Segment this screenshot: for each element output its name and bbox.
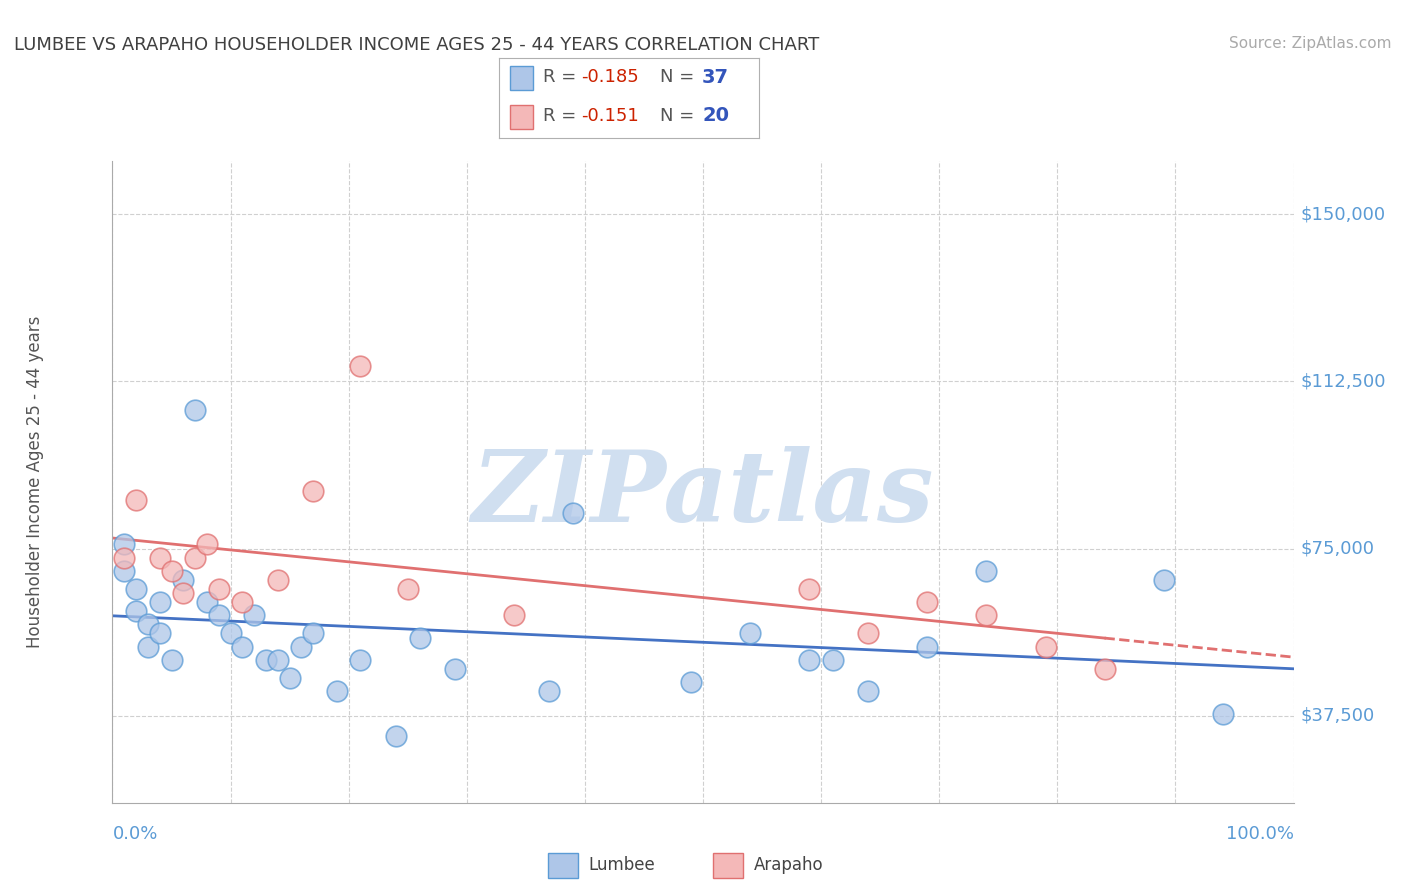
Text: Source: ZipAtlas.com: Source: ZipAtlas.com xyxy=(1229,36,1392,51)
Text: $37,500: $37,500 xyxy=(1301,706,1375,725)
Point xyxy=(184,403,207,417)
Point xyxy=(326,684,349,698)
Point xyxy=(172,573,194,587)
Point xyxy=(208,582,231,596)
Point xyxy=(184,550,207,565)
Point xyxy=(208,608,231,623)
Text: 100.0%: 100.0% xyxy=(1226,825,1294,843)
Point xyxy=(503,608,526,623)
Point xyxy=(112,564,135,578)
Bar xyxy=(509,66,533,90)
Text: 37: 37 xyxy=(702,68,730,87)
Point xyxy=(136,640,159,654)
Point xyxy=(219,626,242,640)
Point xyxy=(917,640,939,654)
Point xyxy=(160,653,183,667)
Point xyxy=(396,582,419,596)
Text: 0.0%: 0.0% xyxy=(112,825,157,843)
Point xyxy=(278,671,301,685)
Point xyxy=(349,359,371,373)
Point xyxy=(125,604,148,618)
Text: R =: R = xyxy=(543,69,582,87)
Point xyxy=(112,550,135,565)
Point xyxy=(267,573,290,587)
Bar xyxy=(548,854,578,878)
Point xyxy=(408,631,430,645)
Point xyxy=(821,653,844,667)
Text: Arapaho: Arapaho xyxy=(754,856,824,874)
Point xyxy=(136,617,159,632)
Point xyxy=(976,564,998,578)
Point xyxy=(125,492,148,507)
Text: -0.185: -0.185 xyxy=(581,69,638,87)
Point xyxy=(125,582,148,596)
Text: ZIPatlas: ZIPatlas xyxy=(472,446,934,542)
Point xyxy=(290,640,312,654)
Text: Householder Income Ages 25 - 44 years: Householder Income Ages 25 - 44 years xyxy=(27,316,44,648)
Point xyxy=(444,662,467,676)
Point xyxy=(302,483,325,498)
Bar xyxy=(713,854,744,878)
Point xyxy=(917,595,939,609)
Point xyxy=(1212,706,1234,721)
Point xyxy=(195,595,218,609)
Point xyxy=(231,595,253,609)
Point xyxy=(243,608,266,623)
Point xyxy=(160,564,183,578)
Bar xyxy=(509,104,533,128)
Text: Lumbee: Lumbee xyxy=(588,856,655,874)
Point xyxy=(538,684,561,698)
Point xyxy=(799,653,821,667)
Point xyxy=(681,675,703,690)
Point xyxy=(562,506,585,520)
Point xyxy=(740,626,762,640)
Point xyxy=(799,582,821,596)
Point xyxy=(385,729,408,743)
Point xyxy=(1153,573,1175,587)
Point xyxy=(858,684,880,698)
Point xyxy=(149,626,172,640)
Point xyxy=(254,653,277,667)
Point xyxy=(267,653,290,667)
Text: $75,000: $75,000 xyxy=(1301,540,1375,558)
Point xyxy=(976,608,998,623)
Text: N =: N = xyxy=(661,69,700,87)
Point xyxy=(149,550,172,565)
Point xyxy=(195,537,218,551)
Point xyxy=(1094,662,1116,676)
Point xyxy=(172,586,194,600)
Text: N =: N = xyxy=(661,107,700,125)
Text: R =: R = xyxy=(543,107,582,125)
Text: $150,000: $150,000 xyxy=(1301,205,1386,223)
Point xyxy=(349,653,371,667)
Point xyxy=(149,595,172,609)
Point xyxy=(858,626,880,640)
Text: LUMBEE VS ARAPAHO HOUSEHOLDER INCOME AGES 25 - 44 YEARS CORRELATION CHART: LUMBEE VS ARAPAHO HOUSEHOLDER INCOME AGE… xyxy=(14,36,820,54)
Point xyxy=(112,537,135,551)
Text: $112,500: $112,500 xyxy=(1301,372,1386,391)
Text: 20: 20 xyxy=(702,106,730,125)
Point xyxy=(231,640,253,654)
Point xyxy=(302,626,325,640)
Text: -0.151: -0.151 xyxy=(581,107,638,125)
Point xyxy=(1035,640,1057,654)
